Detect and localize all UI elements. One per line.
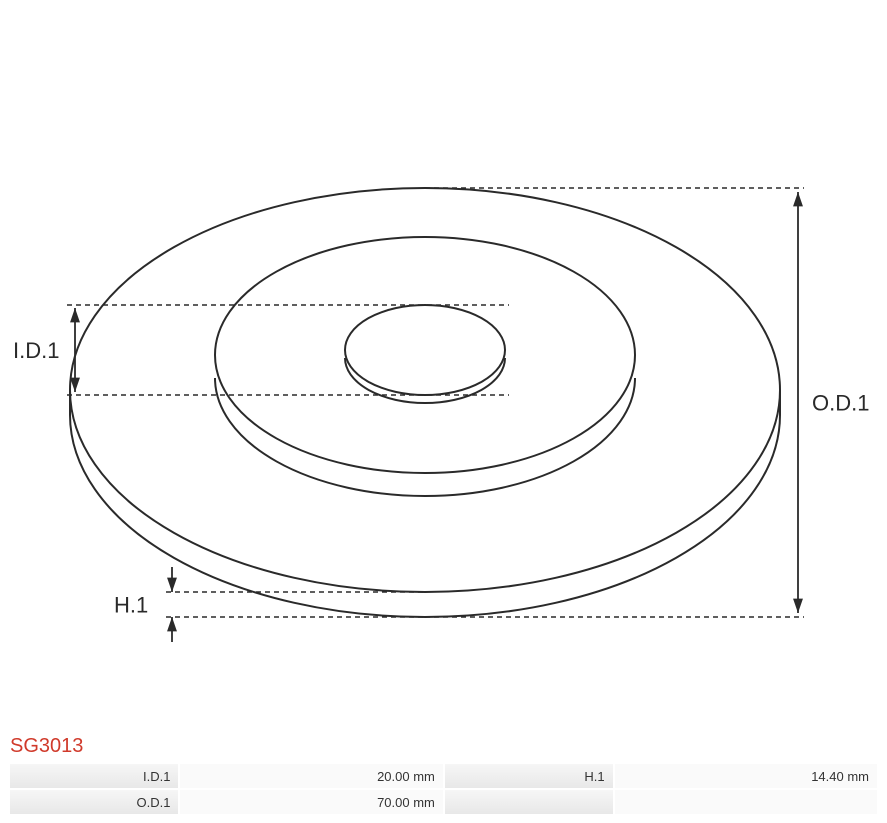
part-number: SG3013 xyxy=(10,735,83,758)
svg-text:O.D.1: O.D.1 xyxy=(812,391,869,416)
svg-text:H.1: H.1 xyxy=(114,593,148,618)
spec-value-empty xyxy=(615,790,877,814)
svg-text:I.D.1: I.D.1 xyxy=(13,338,59,363)
page-container: O.D.1I.D.1H.1 SG3013 I.D.1 20.00 mm H.1 … xyxy=(0,0,887,823)
spec-label-od1: O.D.1 xyxy=(10,790,178,814)
table-row: O.D.1 70.00 mm xyxy=(10,790,877,814)
spec-value-id1: 20.00 mm xyxy=(180,764,442,788)
washer-diagram: O.D.1 I.D.1 H.1 xyxy=(0,0,887,725)
spec-label-empty xyxy=(445,790,613,814)
spec-label-id1: I.D.1 xyxy=(10,764,178,788)
spec-value-h1: 14.40 mm xyxy=(615,764,877,788)
spec-value-od1: 70.00 mm xyxy=(180,790,442,814)
diagram-area: O.D.1 I.D.1 H.1 xyxy=(0,0,887,725)
spec-table: I.D.1 20.00 mm H.1 14.40 mm O.D.1 70.00 … xyxy=(8,762,879,816)
spec-label-h1: H.1 xyxy=(445,764,613,788)
table-row: I.D.1 20.00 mm H.1 14.40 mm xyxy=(10,764,877,788)
